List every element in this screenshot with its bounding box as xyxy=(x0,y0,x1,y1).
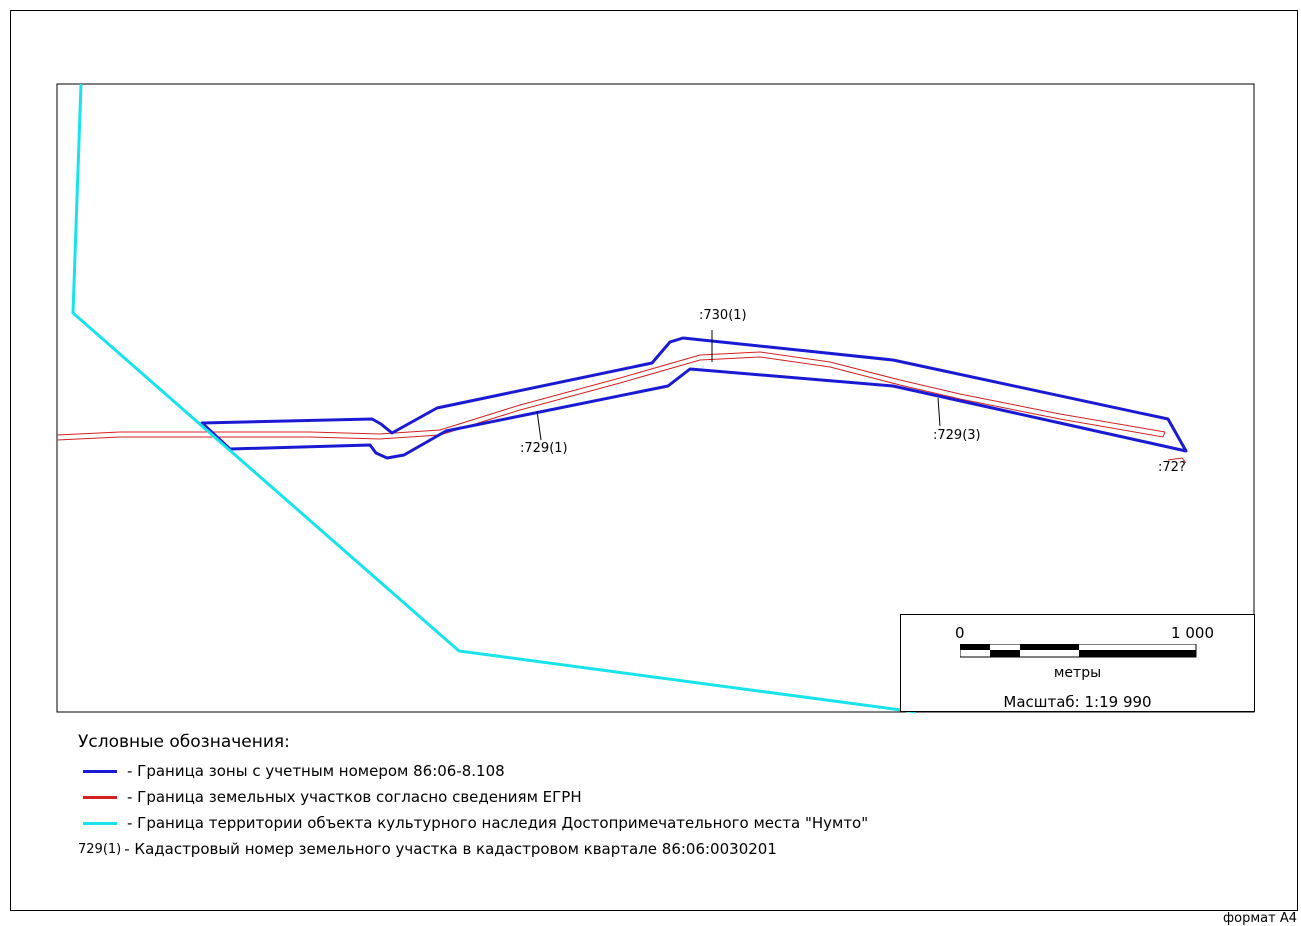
scale-box: 0 1 000 метры Масштаб: 1:19 990 xyxy=(900,614,1255,712)
legend-text-code: - Кадастровый номер земельного участка в… xyxy=(124,840,777,858)
callout-leader-729-1 xyxy=(536,410,542,441)
legend: Условные обозначения: - Граница зоны с у… xyxy=(78,732,1078,862)
parcel-fragment xyxy=(1167,457,1187,464)
legend-text-parcel: - Граница земельных участков согласно св… xyxy=(127,788,582,806)
legend-text-zone: - Граница зоны с учетным номером 86:06-8… xyxy=(127,762,505,780)
parcel-label-72x: :72? xyxy=(1158,460,1186,475)
legend-item-zone: - Граница зоны с учетным номером 86:06-8… xyxy=(78,758,1078,784)
callout-leader-729-3 xyxy=(937,397,941,427)
scale-bar xyxy=(960,644,1197,658)
legend-swatch-zone xyxy=(83,769,117,773)
scale-ratio: Масштаб: 1:19 990 xyxy=(1003,693,1152,711)
legend-item-heritage: - Граница территории объекта культурного… xyxy=(78,810,1078,836)
scale-end-label: 1 000 xyxy=(1171,624,1214,642)
parcel-boundary-outer xyxy=(56,351,1166,436)
map-frame xyxy=(56,83,1255,713)
scale-units: метры xyxy=(1053,665,1102,681)
parcel-label-729-3: :729(3) xyxy=(933,428,981,443)
map-sheet xyxy=(10,10,1298,911)
legend-item-code: 729(1) - Кадастровый номер земельного уч… xyxy=(78,836,1078,862)
scale-start-label: 0 xyxy=(955,624,965,642)
legend-code-sample: 729(1) xyxy=(78,841,122,857)
zone-boundary xyxy=(200,336,1188,460)
parcel-label-730-1: :730(1) xyxy=(699,308,747,323)
legend-text-heritage: - Граница территории объекта культурного… xyxy=(127,814,869,832)
legend-swatch-heritage xyxy=(83,821,117,825)
parcel-boundary-inner xyxy=(56,356,1166,441)
legend-swatch-parcel xyxy=(83,795,117,799)
legend-item-parcel: - Граница земельных участков согласно св… xyxy=(78,784,1078,810)
parcel-label-729-1: :729(1) xyxy=(520,441,568,456)
heritage-boundary xyxy=(71,83,917,714)
legend-title: Условные обозначения: xyxy=(78,732,290,752)
format-label: формат А4 xyxy=(1223,911,1297,926)
